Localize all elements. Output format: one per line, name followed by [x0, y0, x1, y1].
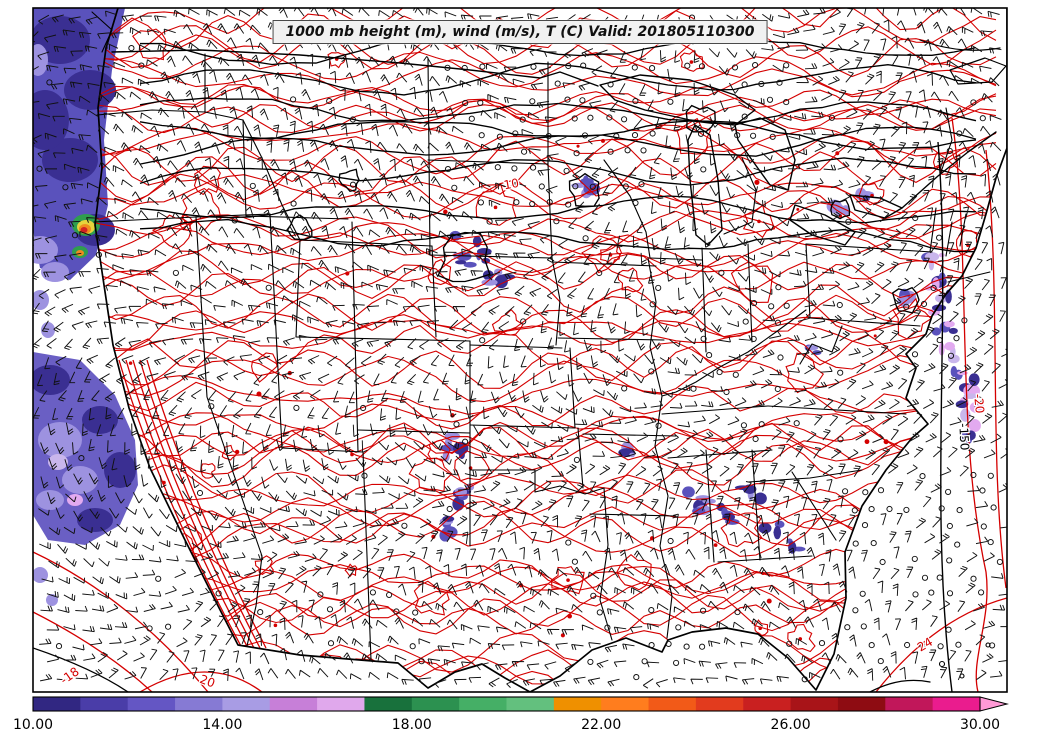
colorbar-segment — [269, 697, 318, 711]
state-border — [947, 271, 991, 283]
colorbar-segment — [127, 697, 176, 711]
state-border — [557, 337, 665, 341]
map-title: 1000 mb height (m), wind (m/s), T (C) Va… — [272, 20, 768, 44]
state-border — [547, 163, 553, 259]
canada-border — [111, 49, 599, 87]
state-border — [791, 471, 837, 541]
colorbar-label: 26.00 — [771, 717, 811, 733]
state-border — [551, 261, 657, 267]
colorbar-segment — [364, 697, 413, 711]
state-border — [295, 239, 301, 338]
state-border — [723, 157, 757, 235]
contour-label: 20 — [198, 672, 217, 690]
state-border — [747, 243, 753, 343]
state-border — [799, 325, 843, 365]
state-border — [269, 213, 283, 449]
colorbar-segment — [601, 697, 650, 711]
colorbar-segment — [837, 697, 886, 711]
colorbar-segment — [506, 697, 555, 711]
colorbar-segment — [790, 697, 839, 711]
contour-label: -20 — [971, 393, 987, 414]
state-border — [809, 317, 921, 327]
colorbar-segment — [222, 697, 271, 711]
state-border — [647, 257, 673, 639]
state-border — [469, 344, 563, 349]
state-border — [929, 207, 937, 253]
colorbar-label: 10.00 — [13, 717, 53, 733]
great-lake — [789, 204, 856, 246]
colorbar-segment — [317, 697, 365, 711]
state-border — [667, 449, 773, 459]
state-border — [661, 309, 807, 397]
state-border — [551, 257, 561, 346]
state-border — [747, 469, 863, 483]
state-border — [295, 336, 471, 342]
colorbar-segment — [175, 697, 223, 711]
colorbar-segment — [80, 697, 129, 711]
wind-barbs — [33, 8, 1007, 689]
map-area — [33, 8, 1007, 692]
great-lake — [849, 194, 903, 219]
colorbar-segment — [33, 697, 81, 711]
colorbar-segment — [695, 697, 744, 711]
colorbar-segment — [553, 697, 602, 711]
colorbar-label: 22.00 — [581, 717, 621, 733]
state-border — [351, 221, 359, 453]
state-border — [767, 405, 907, 415]
colorbar: 10.00 14.00 18.00 22.00 26.00 30.00 — [13, 696, 1009, 733]
state-border — [427, 159, 549, 165]
great-lake — [687, 124, 723, 246]
state-border — [717, 555, 813, 563]
state-border — [431, 245, 437, 338]
map-frame — [32, 7, 1008, 693]
state-border — [569, 347, 576, 429]
state-border — [701, 247, 707, 353]
nova-scotia — [949, 57, 1007, 85]
colorbar-segment — [648, 697, 697, 711]
state-border — [945, 221, 953, 257]
state-border — [603, 159, 651, 259]
colorbar-segment — [932, 697, 981, 711]
state-border — [589, 513, 677, 517]
state-border — [649, 257, 703, 261]
state-border — [599, 544, 613, 641]
state-border — [91, 11, 113, 53]
contour-label: 10 — [503, 176, 520, 192]
colorbar-label: 30.00 — [960, 717, 1000, 733]
colorbar-segment — [743, 697, 792, 711]
state-border — [805, 243, 933, 253]
colorbar-segment — [411, 697, 460, 711]
colorbar-segment — [459, 697, 507, 711]
state-border — [299, 239, 433, 247]
state-border — [751, 449, 761, 561]
state-border — [582, 433, 677, 437]
state-border — [242, 119, 301, 241]
state-border — [96, 109, 206, 116]
colorbar-label: 14.00 — [202, 717, 242, 733]
contour-label: -150 — [956, 423, 971, 451]
state-border — [705, 449, 715, 563]
great-lake — [599, 74, 756, 126]
state-border — [357, 429, 471, 434]
st-lawrence — [901, 131, 997, 209]
state-border — [429, 254, 553, 259]
state-border — [245, 215, 349, 220]
state-border — [939, 107, 953, 176]
state-border — [469, 424, 576, 429]
island-coast — [869, 679, 931, 692]
colorbar-label: 18.00 — [392, 717, 432, 733]
colorbar-segment — [885, 697, 934, 711]
state-border — [661, 405, 769, 415]
state-border — [534, 485, 605, 495]
